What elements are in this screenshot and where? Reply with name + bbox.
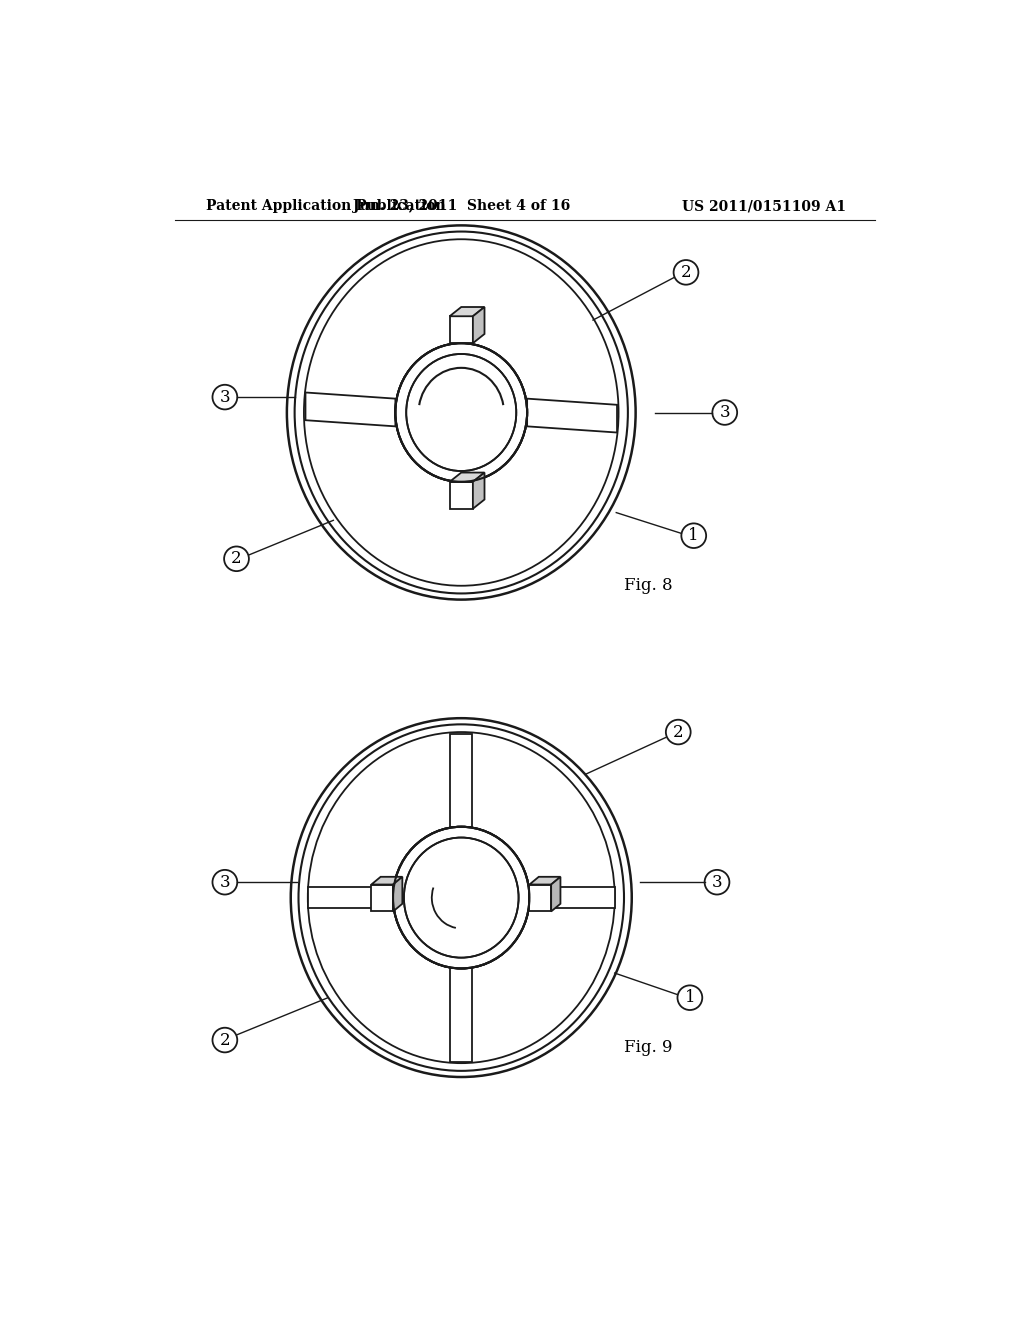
Ellipse shape (395, 343, 527, 482)
Text: 3: 3 (219, 874, 230, 891)
Text: 2: 2 (681, 264, 691, 281)
Polygon shape (305, 392, 395, 426)
Polygon shape (450, 482, 473, 508)
Text: US 2011/0151109 A1: US 2011/0151109 A1 (682, 199, 846, 213)
Polygon shape (393, 876, 402, 911)
Text: Fig. 8: Fig. 8 (624, 577, 673, 594)
Text: 2: 2 (231, 550, 242, 568)
Text: 2: 2 (219, 1031, 230, 1048)
Polygon shape (529, 876, 560, 884)
Text: 3: 3 (219, 388, 230, 405)
Polygon shape (451, 969, 472, 1061)
Polygon shape (451, 734, 472, 826)
Polygon shape (372, 876, 402, 884)
Polygon shape (551, 876, 560, 911)
Text: 1: 1 (685, 989, 695, 1006)
Text: 2: 2 (673, 723, 684, 741)
Polygon shape (450, 317, 473, 343)
Polygon shape (529, 884, 551, 911)
Polygon shape (529, 887, 614, 908)
Text: Patent Application Publication: Patent Application Publication (206, 199, 445, 213)
Polygon shape (372, 884, 393, 911)
Polygon shape (473, 473, 484, 508)
Text: Fig. 9: Fig. 9 (624, 1039, 673, 1056)
Polygon shape (450, 473, 484, 482)
Polygon shape (473, 308, 484, 343)
Text: 1: 1 (688, 527, 699, 544)
Text: 3: 3 (720, 404, 730, 421)
Text: 3: 3 (712, 874, 722, 891)
Polygon shape (308, 887, 393, 908)
Text: Jun. 23, 2011  Sheet 4 of 16: Jun. 23, 2011 Sheet 4 of 16 (352, 199, 570, 213)
Polygon shape (450, 308, 484, 317)
Ellipse shape (393, 826, 529, 969)
Polygon shape (527, 399, 617, 433)
